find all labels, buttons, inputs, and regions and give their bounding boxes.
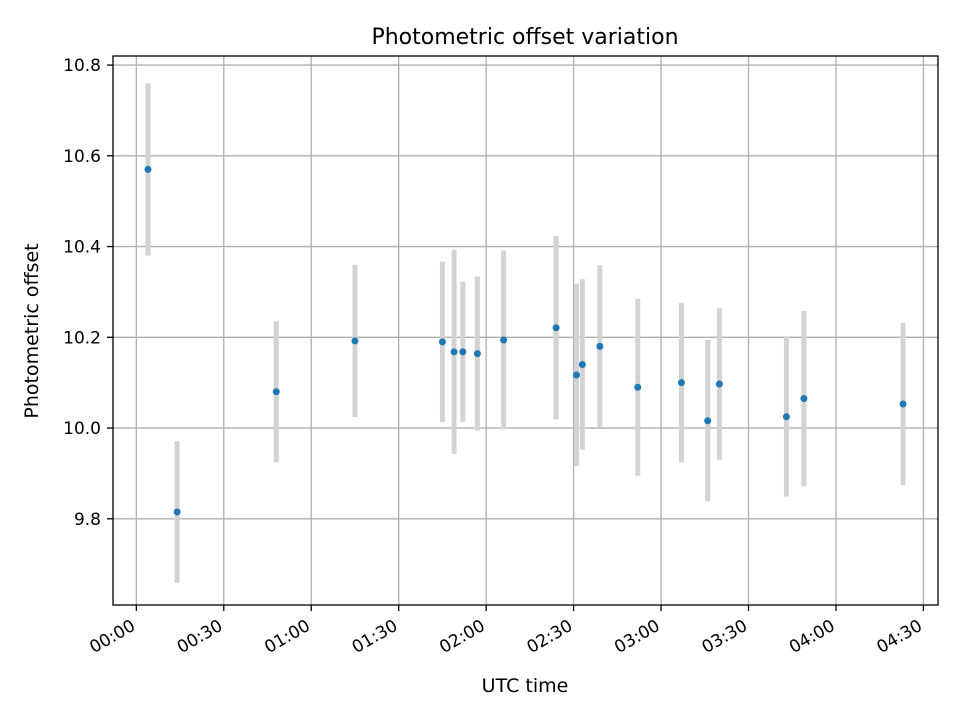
data-point [800, 395, 808, 403]
data-point [552, 324, 560, 332]
data-point [704, 417, 712, 425]
data-point [144, 165, 152, 173]
data-point [459, 348, 467, 356]
y-tick-label: 10.0 [63, 419, 101, 439]
data-point [500, 336, 508, 344]
data-point [634, 383, 642, 391]
data-point [899, 400, 907, 408]
x-axis-label: UTC time [482, 675, 569, 697]
data-point [715, 380, 723, 388]
grid [113, 56, 938, 605]
data-point [782, 413, 790, 421]
y-tick-label: 9.8 [74, 510, 101, 530]
data-point [173, 508, 181, 516]
y-tick-label: 10.4 [63, 238, 101, 258]
data-point [677, 379, 685, 387]
y-tick-label: 10.2 [63, 328, 101, 348]
data-points [144, 165, 907, 516]
data-point [596, 342, 604, 350]
y-axis-label: Photometric offset [21, 243, 43, 418]
plot-area-frame [112, 55, 939, 606]
y-tick-label: 10.8 [63, 56, 101, 76]
data-point [272, 388, 280, 396]
data-point [578, 361, 586, 369]
data-point [573, 371, 581, 379]
data-point [473, 350, 481, 358]
y-tick-label: 10.6 [63, 147, 101, 167]
data-point [450, 348, 458, 356]
data-point [351, 337, 359, 345]
data-point [438, 338, 446, 346]
chart-title: Photometric offset variation [371, 25, 678, 50]
